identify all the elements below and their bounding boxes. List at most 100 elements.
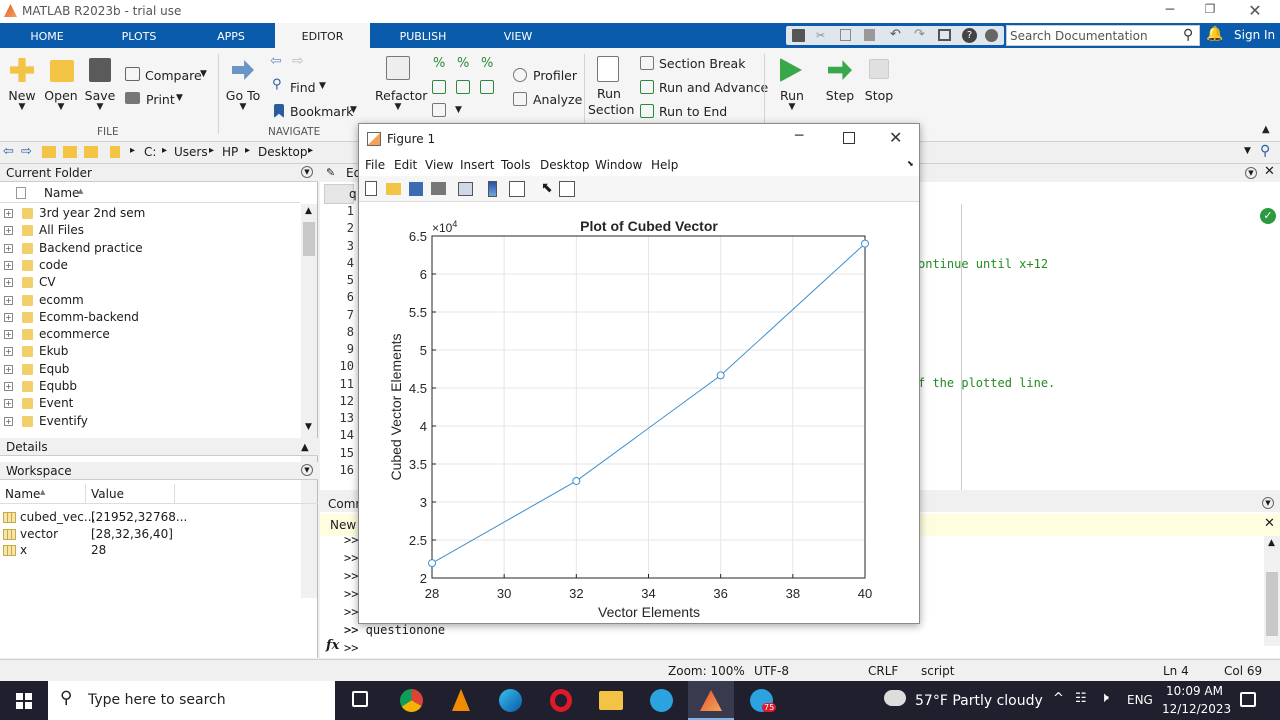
chrome-icon[interactable] (400, 689, 423, 712)
save-dropdown-arrow[interactable]: ▼ (96, 102, 104, 112)
edge-icon[interactable] (499, 689, 522, 712)
run-to-end-icon[interactable] (640, 104, 654, 118)
banner-close-icon[interactable]: ✕ (1264, 516, 1275, 531)
workspace-name-header[interactable]: Name (5, 487, 41, 501)
refactor-dropdown-arrow[interactable]: ▼ (394, 102, 402, 112)
breadcrumb-hp[interactable]: HP (222, 145, 239, 159)
stop-button[interactable]: Stop (864, 88, 894, 103)
insert-function-icon[interactable] (432, 80, 446, 94)
folder-item[interactable]: + Equb (0, 361, 300, 378)
legend-icon[interactable] (509, 181, 525, 197)
details-header[interactable]: Details ▲ (0, 438, 318, 456)
workspace-variable-row[interactable]: x 28 (0, 542, 300, 559)
data-point-marker[interactable] (572, 476, 581, 485)
compare-icon[interactable] (125, 67, 140, 81)
language-indicator[interactable]: ENG (1127, 693, 1153, 707)
editor-close-icon[interactable]: ✕ (1264, 164, 1275, 179)
redo-icon[interactable]: ↷ (914, 27, 925, 42)
percent-comment-icon[interactable]: % (433, 56, 446, 71)
panel-options-icon[interactable]: ▼ (301, 166, 313, 178)
folder-item[interactable]: + All Files (0, 222, 300, 239)
expand-folder-icon[interactable]: + (4, 330, 13, 340)
bookmark-dropdown-arrow[interactable]: ▼ (350, 105, 357, 115)
windows-start-icon[interactable] (16, 693, 32, 709)
expand-folder-icon[interactable]: + (4, 382, 13, 391)
tab-editor[interactable]: EDITOR (275, 23, 370, 48)
workspace-value-header[interactable]: Value (91, 487, 124, 501)
command-options-icon[interactable]: ▼ (1262, 497, 1274, 509)
new-button[interactable]: New (8, 88, 36, 103)
folder-item[interactable]: + code (0, 257, 300, 274)
taskbar-search-box[interactable]: ⚲ Type here to search (48, 681, 335, 720)
run-to-end-button[interactable]: Run to End (659, 104, 728, 119)
code-line-11[interactable]: f the plotted line. (918, 376, 1056, 390)
uncomment-icon[interactable]: % (481, 56, 494, 71)
menu-edit[interactable]: Edit (394, 158, 418, 172)
figure-close-button[interactable]: ✕ (889, 128, 903, 147)
save-button[interactable]: Save (84, 88, 116, 103)
dock-arrow-icon[interactable]: ⬊ (907, 159, 914, 168)
sign-in-link[interactable]: Sign In (1234, 28, 1276, 42)
fx-icon[interactable]: fx (326, 638, 340, 653)
find-icon[interactable]: ⚲ (272, 77, 282, 92)
code-line-4[interactable]: ontinue until x+12 (918, 257, 1049, 271)
goto-button[interactable]: Go To (225, 88, 261, 103)
notification-bell-icon[interactable]: 🔔 (1206, 26, 1224, 42)
undo-icon[interactable]: ↶ (890, 27, 901, 42)
run-advance-button[interactable]: Run and Advance (659, 80, 769, 95)
telegram-icon[interactable] (650, 689, 673, 712)
command-prompt[interactable]: >> (344, 641, 359, 655)
clock-date[interactable]: 12/12/2023 (1162, 702, 1232, 716)
folder-item[interactable]: + Backend practice (0, 240, 300, 257)
expand-folder-icon[interactable]: + (4, 399, 13, 409)
folder-item[interactable]: +3rd year 2nd sem (0, 205, 300, 222)
help-icon[interactable]: ? (962, 28, 977, 43)
up-folder-icon[interactable] (42, 146, 56, 158)
expand-folder-icon[interactable]: + (4, 209, 13, 218)
open-folder-icon[interactable] (50, 60, 74, 82)
folder-item[interactable]: + ecommerce (0, 326, 300, 343)
tab-view[interactable]: VIEW (503, 30, 533, 43)
find-dropdown-arrow[interactable]: ▼ (319, 81, 326, 91)
expand-folder-icon[interactable]: + (4, 260, 13, 270)
scroll-thumb[interactable] (303, 222, 315, 256)
weather-text[interactable]: 57°F Partly cloudy (915, 693, 1043, 709)
editor-options-icon[interactable]: ▼ (1245, 167, 1257, 179)
save-icon[interactable] (792, 29, 805, 42)
smart-indent-icon[interactable] (480, 80, 494, 94)
run-section-button[interactable]: Run Section (588, 86, 635, 117)
print-button[interactable]: Print (146, 92, 175, 107)
run-icon[interactable] (780, 58, 802, 82)
refactor-button[interactable]: Refactor (375, 88, 428, 103)
expand-folder-icon[interactable]: + (4, 364, 13, 374)
breadcrumb-desktop[interactable]: Desktop (258, 145, 308, 159)
taskbar-search-input[interactable]: Type here to search (88, 692, 226, 708)
bookmark-button[interactable]: Bookmark (290, 104, 354, 119)
vlc-icon[interactable] (452, 689, 470, 711)
file-explorer-icon[interactable] (599, 691, 623, 710)
workspace-options-icon[interactable]: ▼ (301, 464, 313, 476)
open-dropdown-arrow[interactable]: ▼ (57, 102, 65, 112)
volume-icon[interactable]: 🕨 (1100, 690, 1109, 706)
restore-button[interactable]: ❐ (1204, 2, 1216, 16)
goto-dropdown-arrow[interactable]: ▼ (239, 102, 247, 112)
search-folder-icon[interactable]: ⚲ (1260, 143, 1271, 159)
folder-item[interactable]: + Eventify (0, 413, 300, 430)
open-button[interactable]: Open (44, 88, 78, 103)
save-file-icon[interactable] (89, 58, 111, 82)
compare-button[interactable]: Compare (145, 68, 202, 83)
run-button[interactable]: Run (780, 88, 804, 103)
folder-item[interactable]: + Event (0, 395, 300, 412)
pointer-icon[interactable]: ⬉ (541, 180, 553, 196)
indent-icon[interactable] (456, 80, 470, 94)
expand-folder-icon[interactable]: + (4, 416, 13, 426)
run-advance-icon[interactable] (640, 80, 654, 94)
code-more-arrow[interactable]: ▼ (455, 105, 462, 115)
profiler-icon[interactable] (513, 68, 527, 82)
network-icon[interactable]: ☷ (1075, 691, 1087, 706)
show-hidden-icons[interactable]: ^ (1053, 691, 1064, 706)
run-section-icon[interactable] (597, 56, 619, 82)
close-button[interactable]: ✕ (1248, 1, 1262, 20)
browse-folder-icon[interactable] (63, 146, 77, 158)
back-arrow-icon[interactable]: ⇦ (270, 53, 282, 69)
